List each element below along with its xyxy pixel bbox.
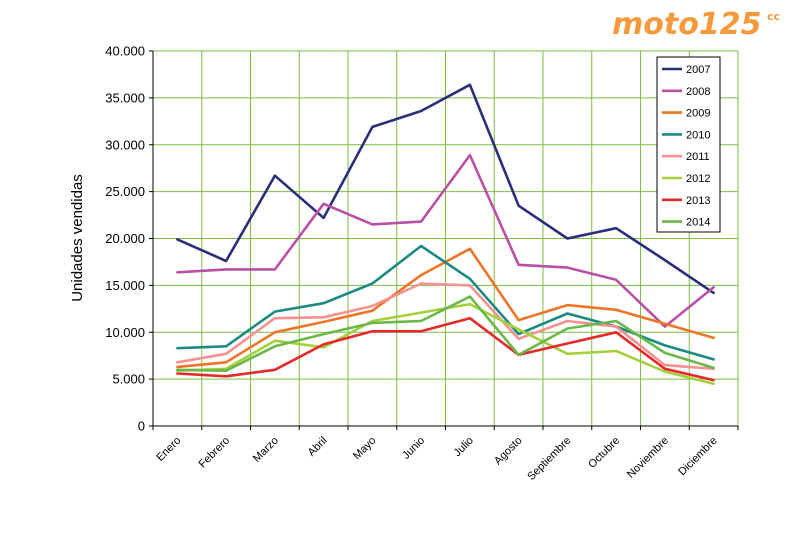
- y-tick-label: 35.000: [105, 90, 145, 105]
- axes: [149, 50, 739, 430]
- legend-label: 2009: [686, 108, 710, 120]
- y-axis-label: Unidades vendidas: [69, 174, 86, 302]
- x-tick-label: Febrero: [197, 435, 233, 471]
- x-tick-label: Noviembre: [625, 435, 671, 481]
- series-line-2007: [176, 83, 715, 295]
- x-tick-label: Enero: [154, 435, 183, 464]
- y-tick-label: 0: [138, 419, 145, 434]
- y-tick-label: 5.000: [112, 372, 145, 387]
- series-line-2011: [176, 282, 715, 371]
- logo: moto125 cc: [612, 7, 780, 42]
- y-tick-label: 10.000: [105, 325, 145, 340]
- logo-suffix: cc: [767, 10, 780, 23]
- y-tick-label: 15.000: [105, 278, 145, 293]
- y-tick-label: 25.000: [105, 184, 145, 199]
- x-tick-label: Agosto: [492, 435, 525, 468]
- y-tick-label: 20.000: [105, 231, 145, 246]
- legend-box: [656, 56, 721, 233]
- legend-label: 2011: [686, 151, 710, 163]
- x-tick-label: Marzo: [251, 435, 281, 465]
- series-line-2010: [176, 244, 715, 361]
- legend-label: 2012: [686, 173, 710, 185]
- series-line-2013: [176, 316, 715, 382]
- series-lines: [176, 83, 715, 386]
- x-tick-label: Septiembre: [525, 435, 573, 483]
- series-line-2008: [176, 153, 715, 328]
- legend: 2007 2008 2009 2010 2011 2012 2013 2014: [656, 56, 721, 233]
- x-tick-labels: Enero Febrero Marzo Abril Mayo Junio Julio Agos…: [154, 435, 719, 483]
- x-tick-label: Abril: [306, 435, 330, 459]
- y-tick-label: 40.000: [105, 44, 145, 59]
- y-tick-label: 30.000: [105, 137, 145, 152]
- x-tick-label: Mayo: [351, 435, 379, 463]
- x-tick-label: Julio: [452, 435, 476, 459]
- legend-label: 2013: [686, 195, 710, 207]
- x-tick-label: Junio: [400, 435, 427, 462]
- legend-label: 2014: [686, 217, 710, 229]
- series-line-2014: [176, 295, 715, 373]
- legend-label: 2008: [686, 86, 710, 98]
- x-tick-label: Octubre: [586, 435, 622, 471]
- legend-label: 2010: [686, 129, 710, 141]
- y-tick-labels: 0 5.000 10.000 15.000 20.000 25.000 30.000 35.0…: [105, 44, 145, 434]
- legend-label: 2007: [686, 64, 710, 76]
- x-tick-label: Diciembre: [676, 435, 719, 478]
- logo-text: moto125: [612, 7, 761, 42]
